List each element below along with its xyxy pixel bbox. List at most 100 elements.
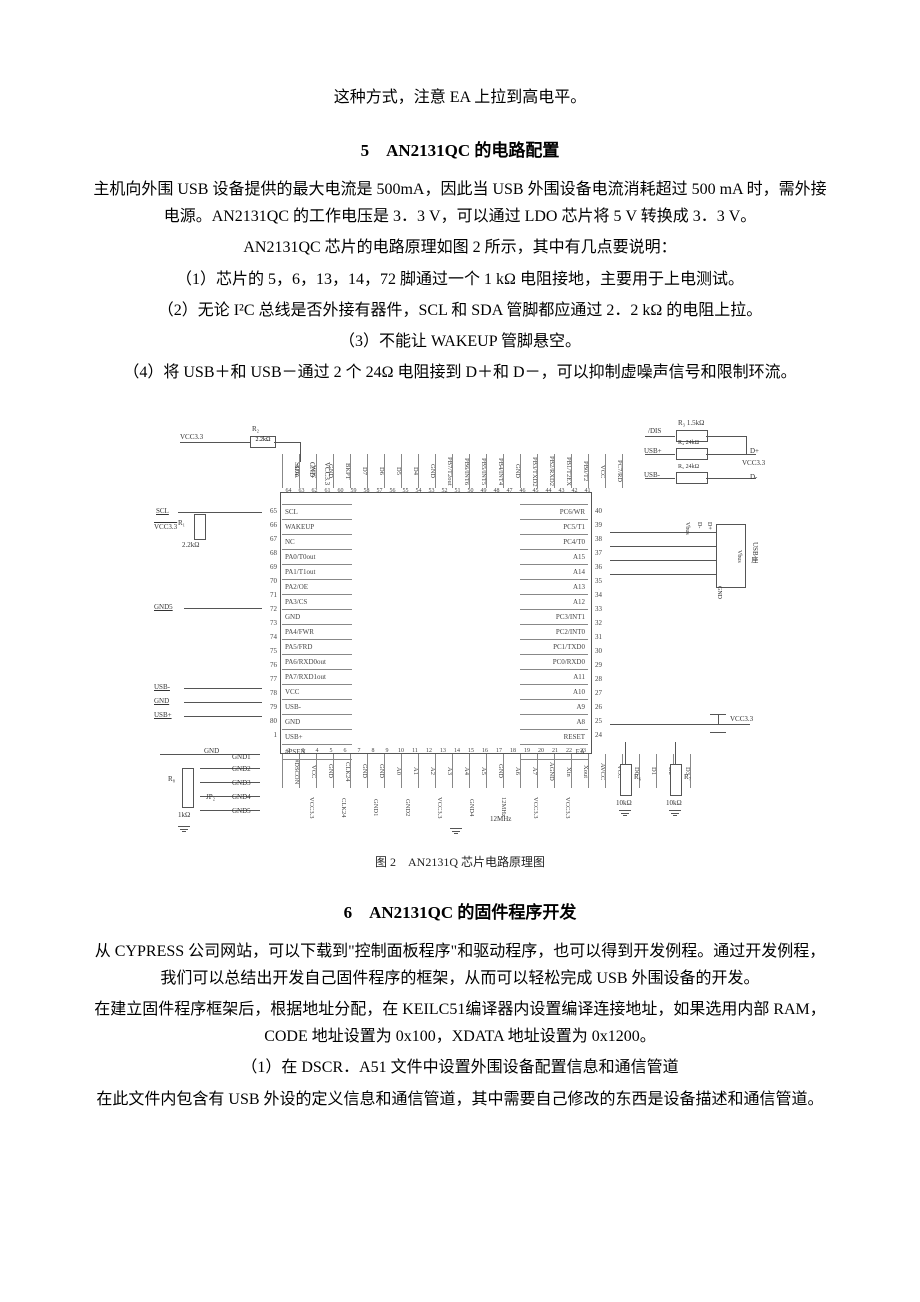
wire: [200, 810, 260, 811]
section5-li2: （2）无论 I²C 总线是否外接有器件，SCL 和 SDA 管脚都应通过 2．2…: [90, 297, 830, 324]
pin-num: 75: [262, 644, 280, 658]
pin-num: 57: [373, 486, 386, 494]
r8-value: 1kΩ: [178, 810, 190, 822]
pin-left: NC: [282, 534, 352, 549]
net-vcc33-l: VCC3.3: [154, 522, 177, 534]
pin-num: 37: [592, 546, 610, 560]
gnd-icon: [450, 828, 462, 829]
pin-bottom: A2: [418, 754, 435, 788]
pin-num: 40: [592, 504, 610, 518]
r2-label: R₂: [252, 424, 259, 436]
pin-num: 11: [408, 746, 422, 754]
pin-num: 13: [436, 746, 450, 754]
bottom-nets: VCC3.3CLK24GND1GND2VCC3.3GND412MHzVCC3.3…: [282, 792, 570, 822]
wire: [200, 782, 260, 783]
resistor-r5: [676, 472, 708, 484]
wire: [706, 478, 756, 479]
pin-num: 41: [581, 486, 594, 494]
gnd5b: GND5: [232, 806, 251, 818]
pin-top: D7: [350, 454, 367, 488]
pin-top: D4: [401, 454, 418, 488]
pin-bottom: A4: [452, 754, 469, 788]
pin-right: A14: [520, 564, 588, 579]
pin-top: VCC: [588, 454, 605, 488]
pin-top: GND: [503, 454, 520, 488]
usb-pin-dm: D-: [694, 522, 704, 528]
wire: [645, 454, 675, 455]
diagram-caption: 图 2 AN2131Q 芯片电路原理图: [150, 852, 770, 872]
net-bottom: CLK24: [314, 792, 346, 822]
resistor-r7: [670, 764, 682, 796]
wire: [625, 742, 626, 764]
pin-right: PC4/T0: [520, 534, 588, 549]
pin-bottom: GND: [350, 754, 367, 788]
pin-num: 42: [568, 486, 581, 494]
r4-label: R₄ 24kΩ: [678, 438, 699, 448]
r3-value: 1.5kΩ: [687, 419, 704, 427]
pin-num: 28: [592, 672, 610, 686]
pin-right: A9: [520, 699, 588, 714]
wire: [706, 436, 746, 437]
usb-connector: Vbus: [716, 524, 746, 588]
pin-num: 1: [262, 728, 280, 742]
pin-num: 33: [592, 602, 610, 616]
pin-top: SDA: [282, 454, 299, 488]
xtal-label: 12MHz: [490, 814, 511, 826]
wire: [610, 560, 716, 561]
pin-left: VCC: [282, 684, 352, 699]
net-dplus: D+: [750, 446, 759, 458]
pin-num: 61: [321, 486, 334, 494]
wire: [645, 478, 675, 479]
pin-num: 59: [347, 486, 360, 494]
pin-left: #PSEN: [282, 744, 352, 760]
net-bottom: VCC3.3: [410, 792, 442, 822]
pin-num: 18: [506, 746, 520, 754]
r6-label: R₆: [634, 772, 641, 784]
pin-num: 62: [308, 486, 321, 494]
pin-num: 26: [592, 700, 610, 714]
wire: [184, 716, 262, 717]
pin-num: 80: [262, 714, 280, 728]
pin-left: PA0/T0out: [282, 549, 352, 564]
section5-p1: 主机向外围 USB 设备提供的最大电流是 500mA，因此当 USB 外围设备电…: [90, 176, 830, 230]
resistor-r2: 2.2kΩ: [250, 436, 276, 448]
pin-right: PC1/TXD0: [520, 639, 588, 654]
pin-num: 51: [451, 486, 464, 494]
pin-num: 55: [399, 486, 412, 494]
circuit-diagram: VCC3.3 2.2kΩ R₂ SDA GND VCC3.3 SDAVCCGND…: [150, 414, 770, 872]
pin-num: 73: [262, 616, 280, 630]
pin-num: 48: [490, 486, 503, 494]
pin-top: PC7/RD: [605, 454, 623, 488]
wire: [180, 442, 250, 443]
pin-top: PB4/INT4: [486, 454, 503, 488]
gnd-icon: [669, 810, 681, 811]
gnd2: GND2: [232, 764, 251, 776]
pin-num: 67: [262, 532, 280, 546]
pin-num: 30: [592, 644, 610, 658]
pin-num: 9: [380, 746, 394, 754]
pin-top: D6: [367, 454, 384, 488]
gnd3: GND3: [232, 778, 251, 790]
net-bottom: GND1: [346, 792, 378, 822]
pin-left: USB-: [282, 699, 352, 714]
usb-vbus: Vbus: [718, 550, 744, 563]
pin-right: EA: [520, 744, 588, 760]
r8-label: R₈: [168, 774, 175, 786]
net-gnd5: GND5: [154, 602, 173, 614]
pin-num: 35: [592, 574, 610, 588]
pin-num: 31: [592, 630, 610, 644]
pin-num: 27: [592, 686, 610, 700]
intro-line: 这种方式，注意 EA 上拉到高电平。: [90, 84, 830, 111]
pin-left: PA3/CS: [282, 594, 352, 609]
pin-top: PB1/T2EX: [554, 454, 571, 488]
pin-num: 17: [492, 746, 506, 754]
pin-bottom: GND: [486, 754, 503, 788]
pin-top: PB7/T2out: [435, 454, 452, 488]
pin-num: 46: [516, 486, 529, 494]
pin-left: PA4/FWR: [282, 624, 352, 639]
pin-num: 16: [478, 746, 492, 754]
pin-num: 50: [464, 486, 477, 494]
pin-right: A10: [520, 684, 588, 699]
resistor-r4: [676, 448, 708, 460]
net-usbp: USB+: [154, 710, 172, 722]
